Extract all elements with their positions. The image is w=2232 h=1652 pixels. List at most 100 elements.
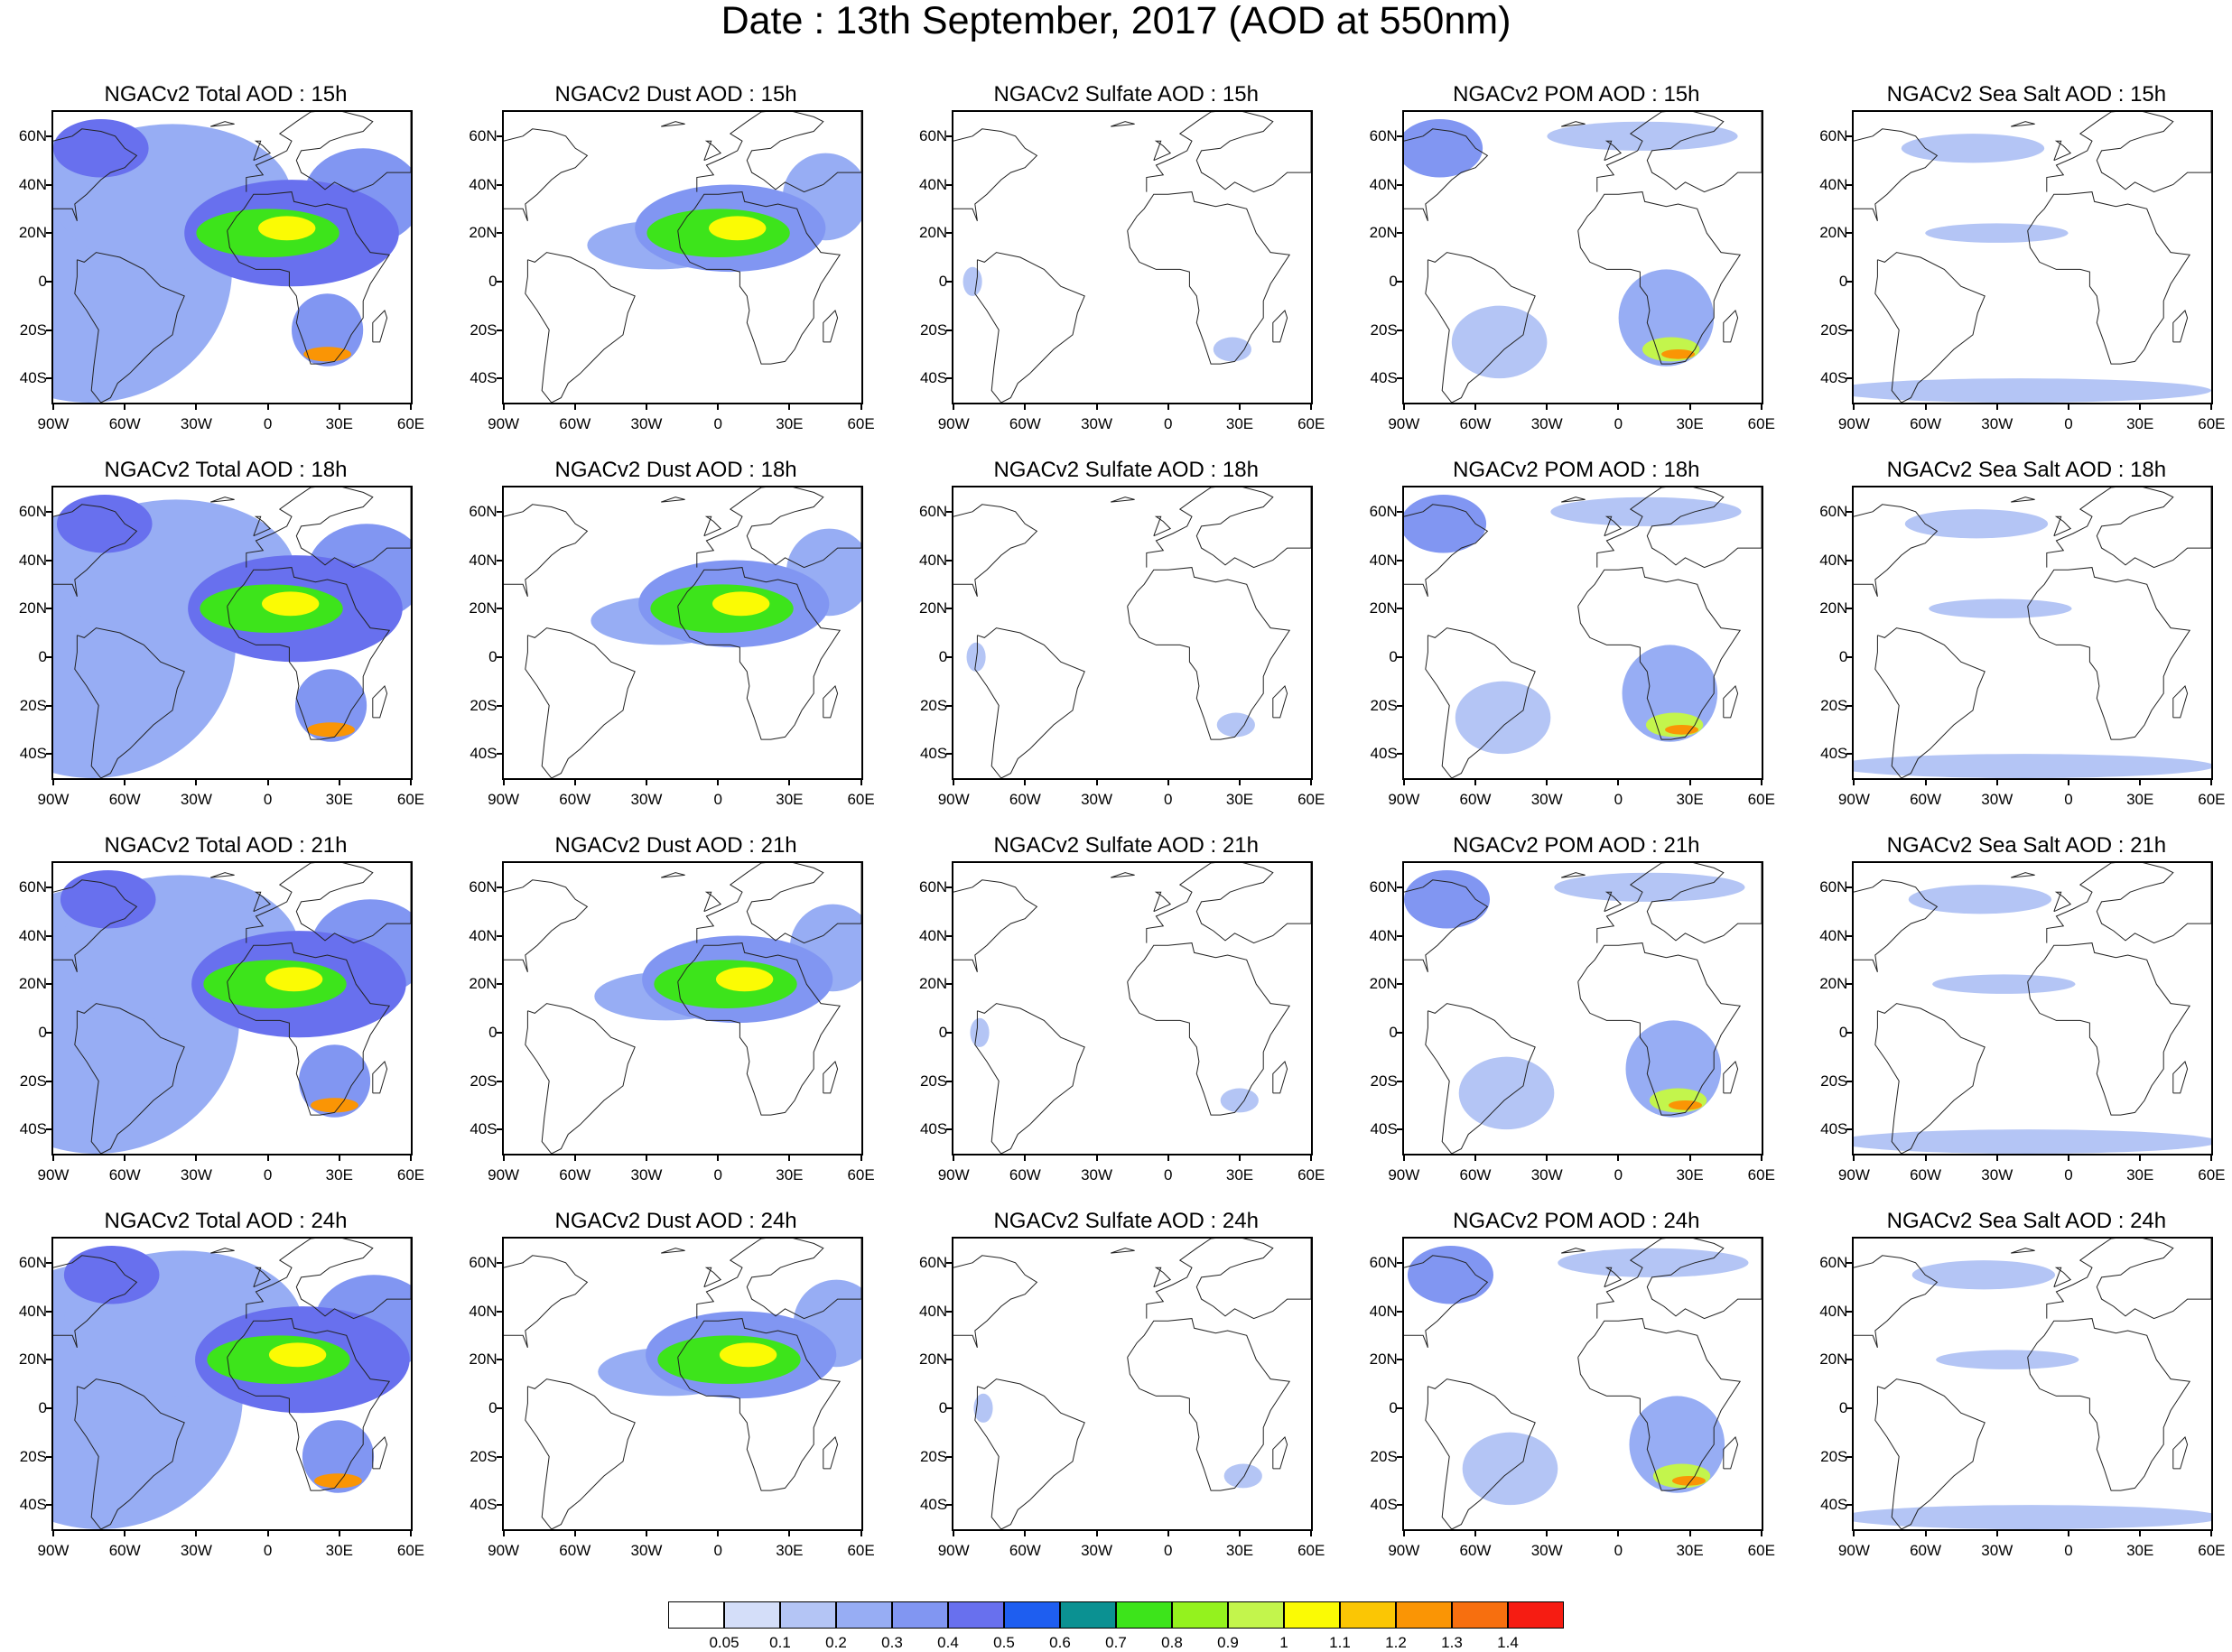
- coastline: [1596, 863, 1762, 944]
- coastline: [1560, 497, 1586, 503]
- lat-tick: [1396, 1504, 1404, 1507]
- panel-title: NGACv2 Sea Salt AOD : 18h: [1886, 458, 2167, 482]
- lat-label: 0: [38, 647, 47, 665]
- lon-tick: [266, 778, 269, 785]
- coastline: [1874, 627, 1986, 778]
- lat-label: 20S: [470, 1447, 498, 1465]
- lat-tick: [1846, 329, 1855, 331]
- lat-label: 40N: [1369, 175, 1398, 193]
- lon-tick: [1095, 403, 1098, 410]
- lon-label: 60W: [1009, 1166, 1041, 1183]
- lat-tick: [946, 183, 954, 186]
- lat-label: 40N: [18, 926, 47, 944]
- coastline: [1596, 1239, 1762, 1320]
- aod-plume: [262, 591, 320, 617]
- aod-plume: [1547, 121, 1738, 151]
- colorbar-label: 1.4: [1497, 1634, 1519, 1651]
- colorbar-swatch: [1508, 1601, 1564, 1629]
- coastline: [1146, 112, 1312, 193]
- lon-label: 0: [263, 791, 273, 808]
- lat-label: 40S: [919, 369, 948, 387]
- lon-tick: [860, 1154, 862, 1161]
- lon-label: 60E: [2198, 791, 2226, 808]
- lat-tick: [46, 983, 53, 986]
- aod-plume: [1458, 1056, 1555, 1130]
- aod-plume: [1462, 1432, 1558, 1506]
- map-panel: NGACv2 POM AOD : 18h 60N 40N 20N 0 20S 40S 90W 6…: [1351, 458, 1802, 827]
- coastline: [1723, 1436, 1738, 1470]
- lon-label: 0: [2064, 415, 2073, 432]
- lat-label: 20S: [919, 1447, 948, 1465]
- lat-label: 20S: [470, 696, 498, 714]
- lat-tick: [946, 704, 954, 707]
- coastline: [524, 1378, 636, 1529]
- lon-label: 60W: [1009, 415, 1041, 432]
- lat-tick: [46, 655, 53, 658]
- lon-tick: [1760, 778, 1762, 785]
- lat-label: 40N: [469, 551, 498, 569]
- coastline: [1596, 112, 1762, 193]
- coastline: [695, 1239, 861, 1320]
- coastline: [2027, 942, 2191, 1116]
- colorbar-label: 1.1: [1329, 1634, 1351, 1651]
- lat-tick: [1846, 1504, 1855, 1507]
- coastline: [2053, 140, 2072, 162]
- lon-label: 60W: [1910, 791, 1942, 808]
- lon-label: 60E: [396, 1166, 425, 1183]
- lat-label: 40S: [470, 369, 498, 387]
- coastline: [253, 1267, 272, 1288]
- coastline: [1111, 1248, 1135, 1254]
- aod-plume: [1455, 681, 1551, 755]
- lon-label: 30W: [180, 791, 212, 808]
- lon-label: 0: [1614, 791, 1623, 808]
- lat-label: 20N: [919, 224, 948, 242]
- lon-label: 30E: [1225, 415, 1254, 432]
- lon-label: 30E: [776, 415, 804, 432]
- aod-plume: [970, 1017, 990, 1047]
- lat-tick: [946, 655, 954, 658]
- lat-tick: [1396, 135, 1404, 137]
- lon-tick: [2067, 1529, 2069, 1536]
- lat-tick: [1846, 1128, 1855, 1131]
- lat-tick: [46, 934, 53, 937]
- coastline: [974, 1378, 1086, 1529]
- lat-tick: [46, 559, 53, 561]
- coastline: [74, 252, 185, 403]
- lat-label: 60N: [469, 1253, 498, 1271]
- lon-tick: [1167, 1529, 1169, 1536]
- coastline: [822, 685, 838, 719]
- lon-label: 90W: [1837, 1542, 1870, 1559]
- lat-label: 40N: [469, 1302, 498, 1320]
- lon-label: 60W: [1910, 1542, 1942, 1559]
- colorbar-label: 0.2: [825, 1634, 847, 1651]
- coastline: [702, 140, 721, 162]
- lon-label: 90W: [37, 1542, 70, 1559]
- lat-tick: [946, 1261, 954, 1264]
- coastline: [524, 252, 636, 403]
- lon-label: 30W: [1081, 1166, 1113, 1183]
- lat-tick: [946, 232, 954, 235]
- lat-tick: [946, 280, 954, 283]
- lat-label: 20S: [19, 320, 47, 339]
- lat-tick: [946, 377, 954, 380]
- lon-tick: [953, 403, 955, 410]
- lon-label: 90W: [37, 791, 70, 808]
- lat-tick: [1396, 559, 1404, 561]
- map-panel: NGACv2 Dust AOD : 24h 60N 40N 20N 0 20S 40S 90W…: [451, 1209, 902, 1578]
- colorbar-swatch: [1116, 1601, 1172, 1629]
- coastline: [372, 1436, 388, 1470]
- lat-label: 60N: [1369, 877, 1398, 896]
- coastline: [1577, 191, 1741, 365]
- coastline: [253, 515, 272, 537]
- lat-tick: [1846, 1031, 1855, 1034]
- lon-tick: [52, 778, 54, 785]
- lon-label: 90W: [488, 1542, 520, 1559]
- aod-plume: [307, 722, 355, 738]
- coastline: [1425, 627, 1536, 778]
- coastline: [1560, 872, 1586, 878]
- lat-label: 40N: [469, 926, 498, 944]
- coastline: [660, 872, 685, 878]
- lat-tick: [496, 608, 504, 610]
- lon-tick: [1760, 1154, 1762, 1161]
- lon-label: 90W: [1837, 415, 1870, 432]
